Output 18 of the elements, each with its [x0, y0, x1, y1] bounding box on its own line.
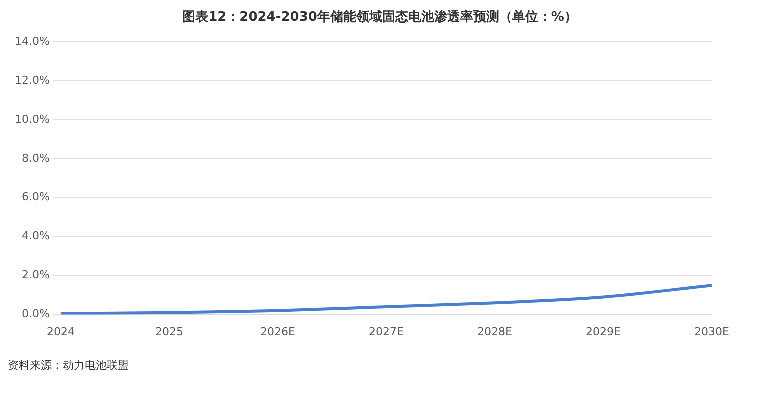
x-tick-label: 2030E [694, 325, 730, 338]
y-tick-label: 6.0% [22, 190, 50, 204]
x-tick-label: 2025 [155, 325, 184, 338]
y-tick-label: 2.0% [22, 268, 50, 282]
text: 资料来源：动力电池联盟 [8, 358, 130, 373]
y-tick-label: 8.0% [22, 152, 50, 165]
y-tick-label: 4.0% [22, 230, 50, 243]
x-tick-label: 2029E [586, 325, 622, 338]
x-tick-label: 2027E [368, 325, 404, 338]
chart-title: 图表12：2024-2030年储能领域固态电池渗透率预测（单位：%） [182, 8, 578, 26]
y-tick-label: 14.0% [14, 34, 50, 48]
x-tick-label: 2026E [260, 325, 296, 338]
x-tick-label: 2024 [46, 325, 75, 338]
x-tick-label: 2028E [478, 325, 512, 338]
line-series [59, 284, 714, 315]
y-tick-label: 10.0% [14, 112, 50, 126]
y-tick-label: 0.0% [22, 308, 50, 321]
y-tick-label: 12.0% [14, 74, 50, 87]
